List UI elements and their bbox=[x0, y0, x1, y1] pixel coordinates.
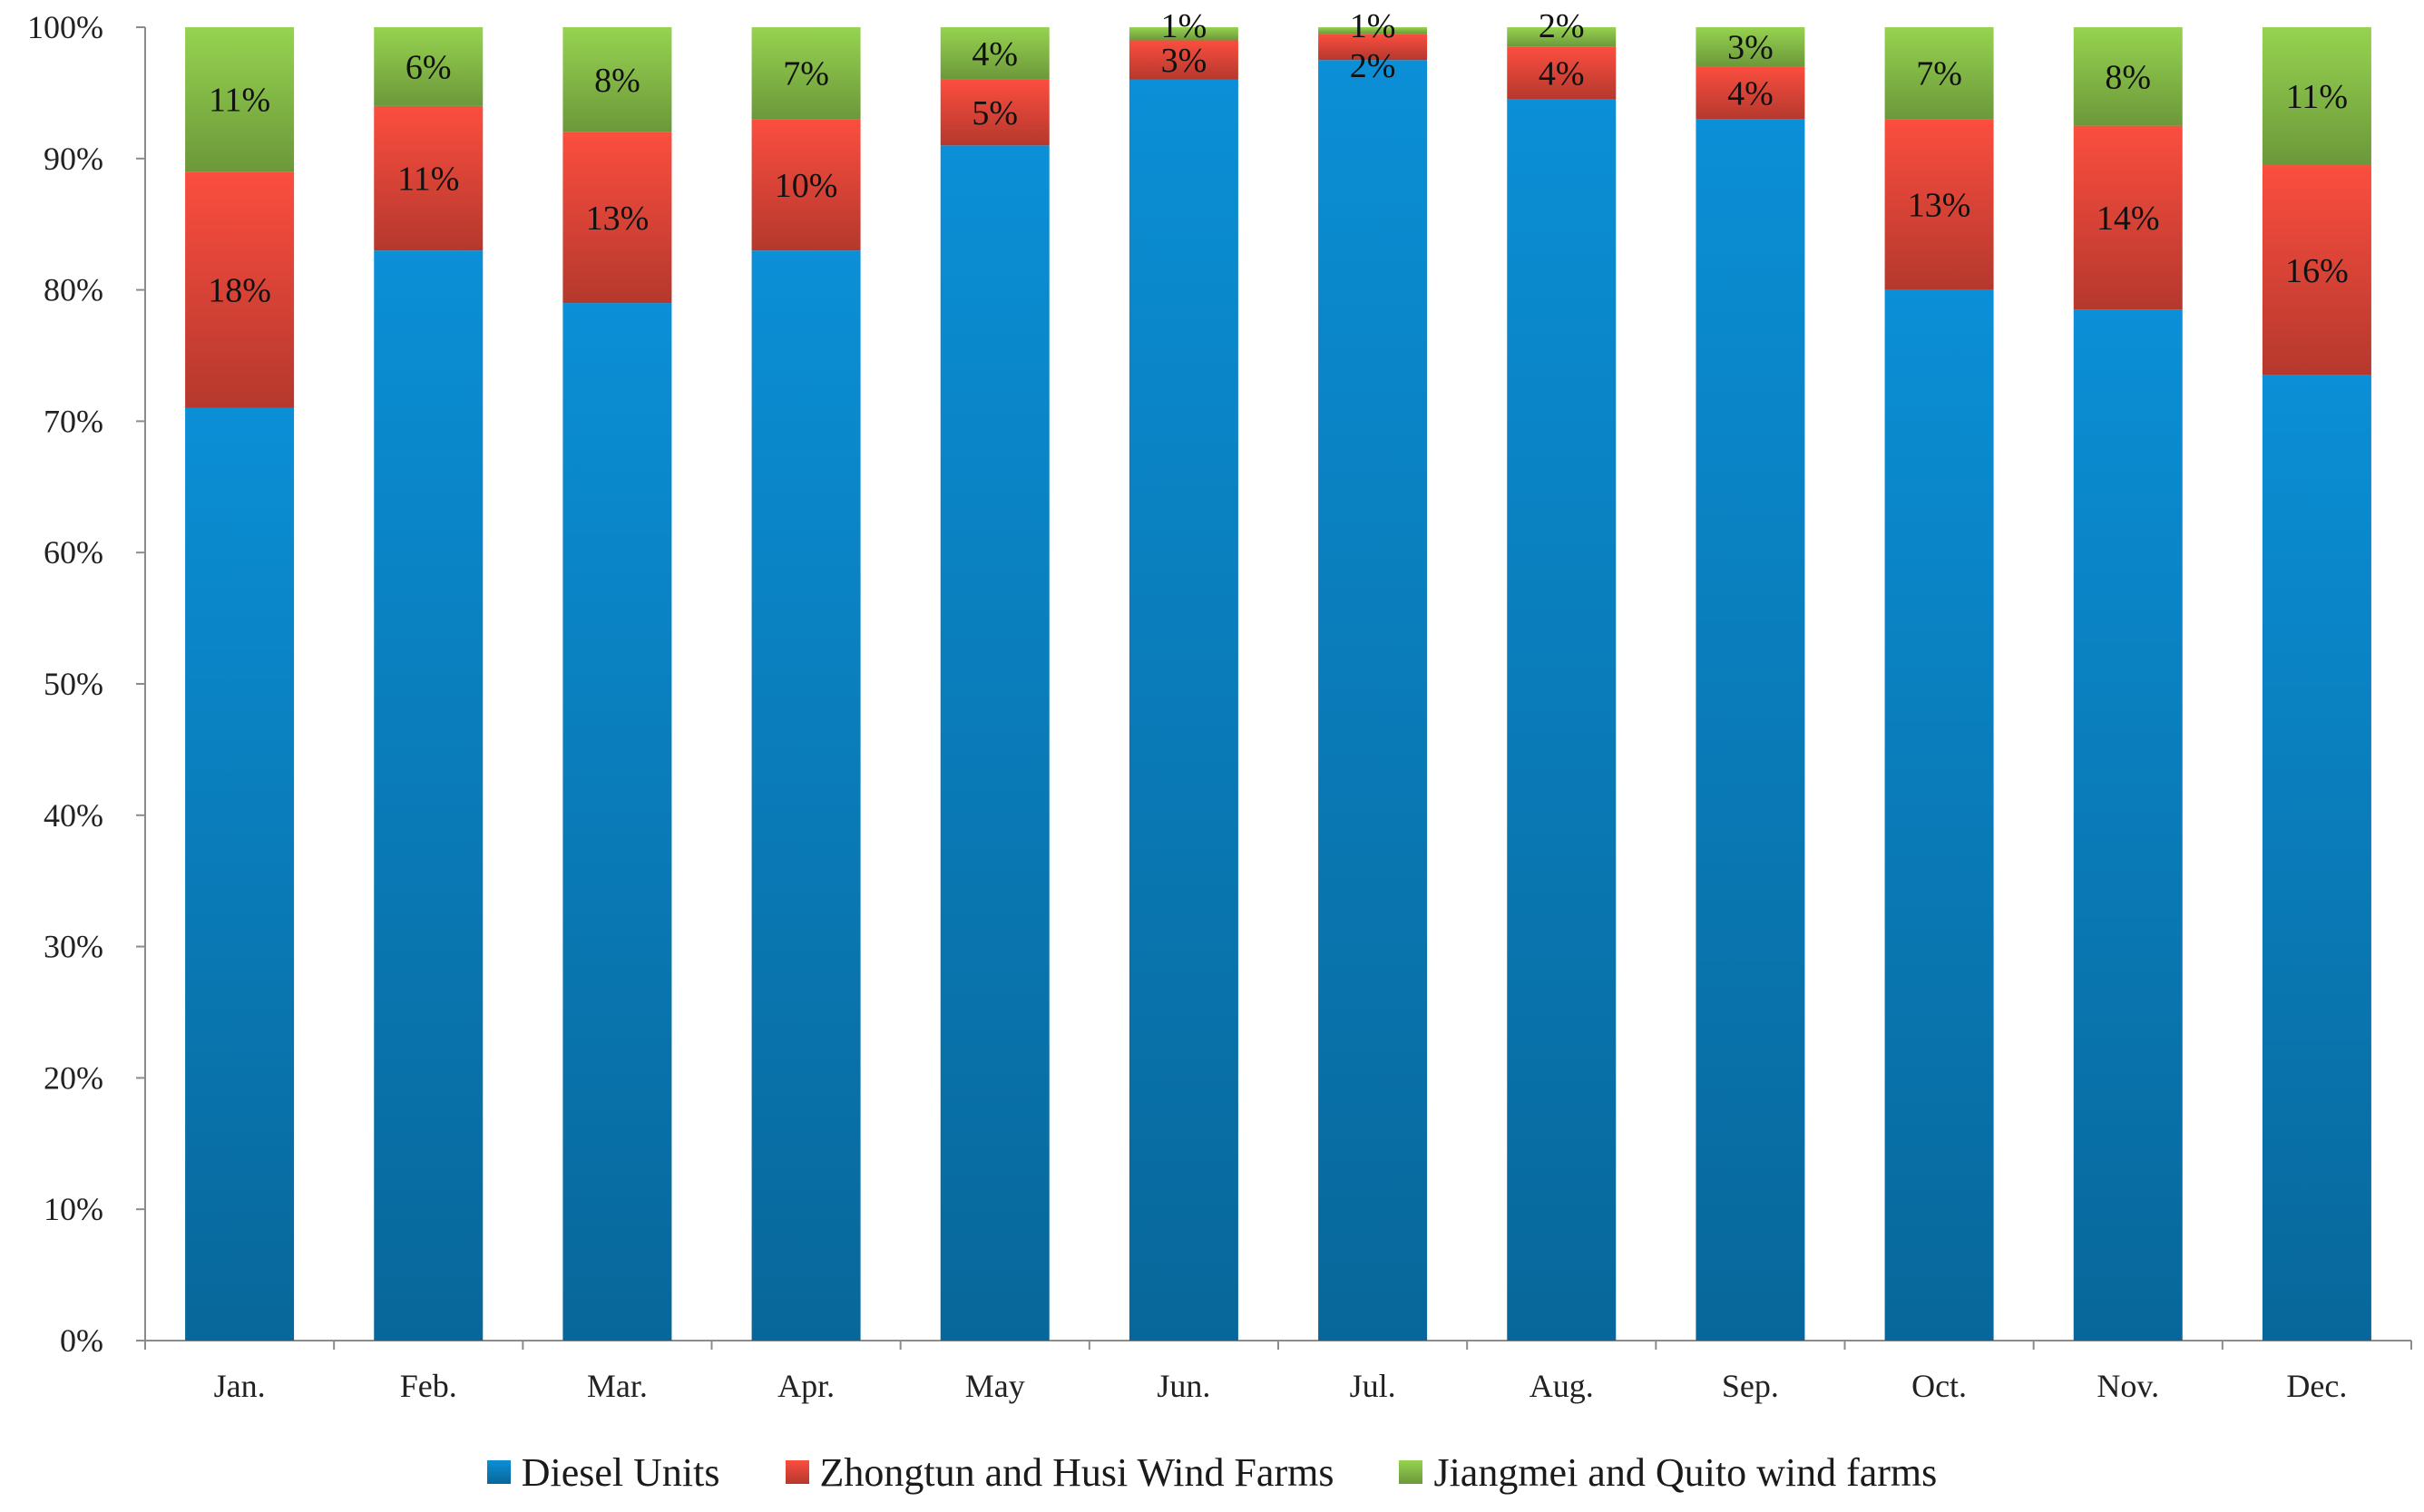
bar-feb-diesel-units bbox=[374, 250, 484, 1341]
data-label-jun-jiangmei-and-quito-wind-farms: 1% bbox=[1161, 7, 1207, 45]
x-tick-label: Mar. bbox=[587, 1368, 648, 1404]
y-tick-label: 80% bbox=[44, 272, 103, 308]
legend-swatch-jiangmei-quito bbox=[1399, 1460, 1423, 1484]
y-tick-label: 10% bbox=[44, 1191, 103, 1227]
bar-sep-zhongtun-and-husi-wind-farms bbox=[1696, 66, 1805, 120]
bar-mar-jiangmei-and-quito-wind-farms bbox=[562, 27, 672, 132]
x-axis: Jan. Feb. Mar. Apr. May Jun. Jul. Aug. Sep. Oct. N… bbox=[144, 1340, 2412, 1404]
data-label-oct-zhongtun-and-husi-wind-farms: 13% bbox=[1908, 186, 1971, 224]
bar-oct-jiangmei-and-quito-wind-farms bbox=[1884, 27, 1994, 120]
data-label-jul-zhongtun-and-husi-wind-farms: 2% bbox=[1350, 47, 1396, 85]
data-label-jan-zhongtun-and-husi-wind-farms: 18% bbox=[208, 272, 271, 310]
bar-apr-diesel-units bbox=[751, 250, 861, 1341]
bar-may-zhongtun-and-husi-wind-farms bbox=[940, 79, 1050, 146]
bar-jun-jiangmei-and-quito-wind-farms bbox=[1129, 27, 1238, 41]
bar-apr-zhongtun-and-husi-wind-farms bbox=[751, 119, 861, 251]
bar-mar-diesel-units bbox=[562, 303, 672, 1341]
data-label-may-jiangmei-and-quito-wind-farms: 4% bbox=[972, 35, 1018, 73]
bar-feb-zhongtun-and-husi-wind-farms bbox=[374, 105, 484, 251]
data-label-apr-jiangmei-and-quito-wind-farms: 7% bbox=[783, 55, 829, 93]
y-tick-label: 90% bbox=[44, 141, 103, 177]
data-label-sep-zhongtun-and-husi-wind-farms: 4% bbox=[1727, 74, 1774, 112]
y-tick-label: 20% bbox=[44, 1059, 103, 1096]
x-tick-label: Aug. bbox=[1530, 1368, 1594, 1404]
bars bbox=[185, 27, 2371, 1341]
y-tick-label: 50% bbox=[44, 666, 103, 702]
x-tick-label: May bbox=[965, 1368, 1025, 1404]
y-tick-label: 0% bbox=[60, 1322, 103, 1359]
bar-dec-zhongtun-and-husi-wind-farms bbox=[2262, 165, 2371, 376]
data-label-mar-zhongtun-and-husi-wind-farms: 13% bbox=[586, 200, 650, 238]
data-label-may-zhongtun-and-husi-wind-farms: 5% bbox=[972, 94, 1018, 132]
bar-jul-jiangmei-and-quito-wind-farms bbox=[1318, 27, 1428, 34]
data-labels: 18%11%11%6%13%8%10%7%5%4% 3%1%2%1%4%2%4%3… bbox=[208, 7, 2348, 310]
bar-sep-jiangmei-and-quito-wind-farms bbox=[1696, 27, 1805, 67]
legend-item-jiangmei-quito: Jiangmei and Quito wind farms bbox=[1399, 1449, 1937, 1496]
bar-aug-zhongtun-and-husi-wind-farms bbox=[1507, 46, 1617, 100]
x-tick-label: Jul. bbox=[1350, 1368, 1396, 1404]
data-label-jun-zhongtun-and-husi-wind-farms: 3% bbox=[1161, 42, 1207, 80]
x-tick-label: Apr. bbox=[777, 1368, 835, 1404]
x-tick-label: Oct. bbox=[1911, 1368, 1967, 1404]
bar-jun-diesel-units bbox=[1129, 79, 1238, 1341]
bar-jan-diesel-units bbox=[185, 407, 295, 1341]
y-tick-label: 30% bbox=[44, 929, 103, 965]
bar-nov-zhongtun-and-husi-wind-farms bbox=[2073, 125, 2183, 310]
x-tick-label: Jan. bbox=[214, 1368, 266, 1404]
data-label-oct-jiangmei-and-quito-wind-farms: 7% bbox=[1916, 55, 1962, 93]
x-tick-label: Feb. bbox=[400, 1368, 457, 1404]
y-tick-label: 60% bbox=[44, 534, 103, 571]
y-tick-label: 100% bbox=[27, 9, 103, 45]
data-label-aug-jiangmei-and-quito-wind-farms: 2% bbox=[1539, 7, 1585, 45]
data-label-aug-zhongtun-and-husi-wind-farms: 4% bbox=[1539, 55, 1585, 93]
bar-may-jiangmei-and-quito-wind-farms bbox=[940, 27, 1050, 80]
bar-oct-zhongtun-and-husi-wind-farms bbox=[1884, 119, 1994, 290]
legend-item-diesel-units: Diesel Units bbox=[486, 1449, 720, 1496]
legend-label-jiangmei-quito: Jiangmei and Quito wind farms bbox=[1433, 1449, 1938, 1495]
bar-jul-diesel-units bbox=[1318, 60, 1428, 1341]
legend-swatch-diesel-units bbox=[486, 1460, 511, 1484]
bar-mar-zhongtun-and-husi-wind-farms bbox=[562, 132, 672, 304]
data-label-feb-jiangmei-and-quito-wind-farms: 6% bbox=[406, 48, 452, 86]
y-tick-label: 40% bbox=[44, 797, 103, 834]
bar-nov-diesel-units bbox=[2073, 309, 2183, 1341]
legend-label-diesel-units: Diesel Units bbox=[521, 1449, 720, 1495]
bar-feb-jiangmei-and-quito-wind-farms bbox=[374, 27, 484, 106]
bar-jun-zhongtun-and-husi-wind-farms bbox=[1129, 40, 1238, 80]
y-tick-label: 70% bbox=[44, 403, 103, 439]
data-label-sep-jiangmei-and-quito-wind-farms: 3% bbox=[1727, 29, 1774, 67]
legend-label-zhongtun-husi: Zhongtun and Husi Wind Farms bbox=[819, 1449, 1334, 1495]
x-tick-label: Nov. bbox=[2097, 1368, 2159, 1404]
data-label-mar-jiangmei-and-quito-wind-farms: 8% bbox=[594, 62, 640, 100]
legend: Diesel Units Zhongtun and Husi Wind Farm… bbox=[0, 1440, 2424, 1504]
bar-dec-jiangmei-and-quito-wind-farms bbox=[2262, 27, 2371, 166]
data-label-jan-jiangmei-and-quito-wind-farms: 11% bbox=[209, 82, 270, 120]
bar-apr-jiangmei-and-quito-wind-farms bbox=[751, 27, 861, 120]
data-label-feb-zhongtun-and-husi-wind-farms: 11% bbox=[397, 161, 459, 199]
bar-dec-diesel-units bbox=[2262, 375, 2371, 1341]
data-label-jul-jiangmei-and-quito-wind-farms: 1% bbox=[1350, 7, 1396, 45]
bar-aug-jiangmei-and-quito-wind-farms bbox=[1507, 27, 1617, 47]
bar-jan-zhongtun-and-husi-wind-farms bbox=[185, 171, 295, 408]
legend-swatch-zhongtun-husi bbox=[785, 1460, 809, 1484]
y-axis: 0% 10% 20% 30% 40% 50% 60% 70% 80% 90% 100% bbox=[27, 9, 146, 1359]
bar-aug-diesel-units bbox=[1507, 99, 1617, 1341]
bar-sep-diesel-units bbox=[1696, 119, 1805, 1341]
x-tick-label: Sep. bbox=[1722, 1368, 1779, 1404]
bar-oct-diesel-units bbox=[1884, 289, 1994, 1341]
data-label-dec-zhongtun-and-husi-wind-farms: 16% bbox=[2285, 252, 2349, 290]
bar-may-diesel-units bbox=[940, 145, 1050, 1341]
legend-item-zhongtun-husi: Zhongtun and Husi Wind Farms bbox=[785, 1449, 1334, 1496]
bar-nov-jiangmei-and-quito-wind-farms bbox=[2073, 27, 2183, 126]
x-tick-label: Jun. bbox=[1157, 1368, 1210, 1404]
bar-jan-jiangmei-and-quito-wind-farms bbox=[185, 27, 295, 172]
bar-jul-zhongtun-and-husi-wind-farms bbox=[1318, 34, 1428, 61]
data-label-nov-jiangmei-and-quito-wind-farms: 8% bbox=[2105, 58, 2151, 96]
data-label-nov-zhongtun-and-husi-wind-farms: 14% bbox=[2097, 200, 2160, 238]
data-label-apr-zhongtun-and-husi-wind-farms: 10% bbox=[775, 167, 838, 205]
data-label-dec-jiangmei-and-quito-wind-farms: 11% bbox=[2286, 78, 2348, 116]
x-tick-label: Dec. bbox=[2286, 1368, 2347, 1404]
